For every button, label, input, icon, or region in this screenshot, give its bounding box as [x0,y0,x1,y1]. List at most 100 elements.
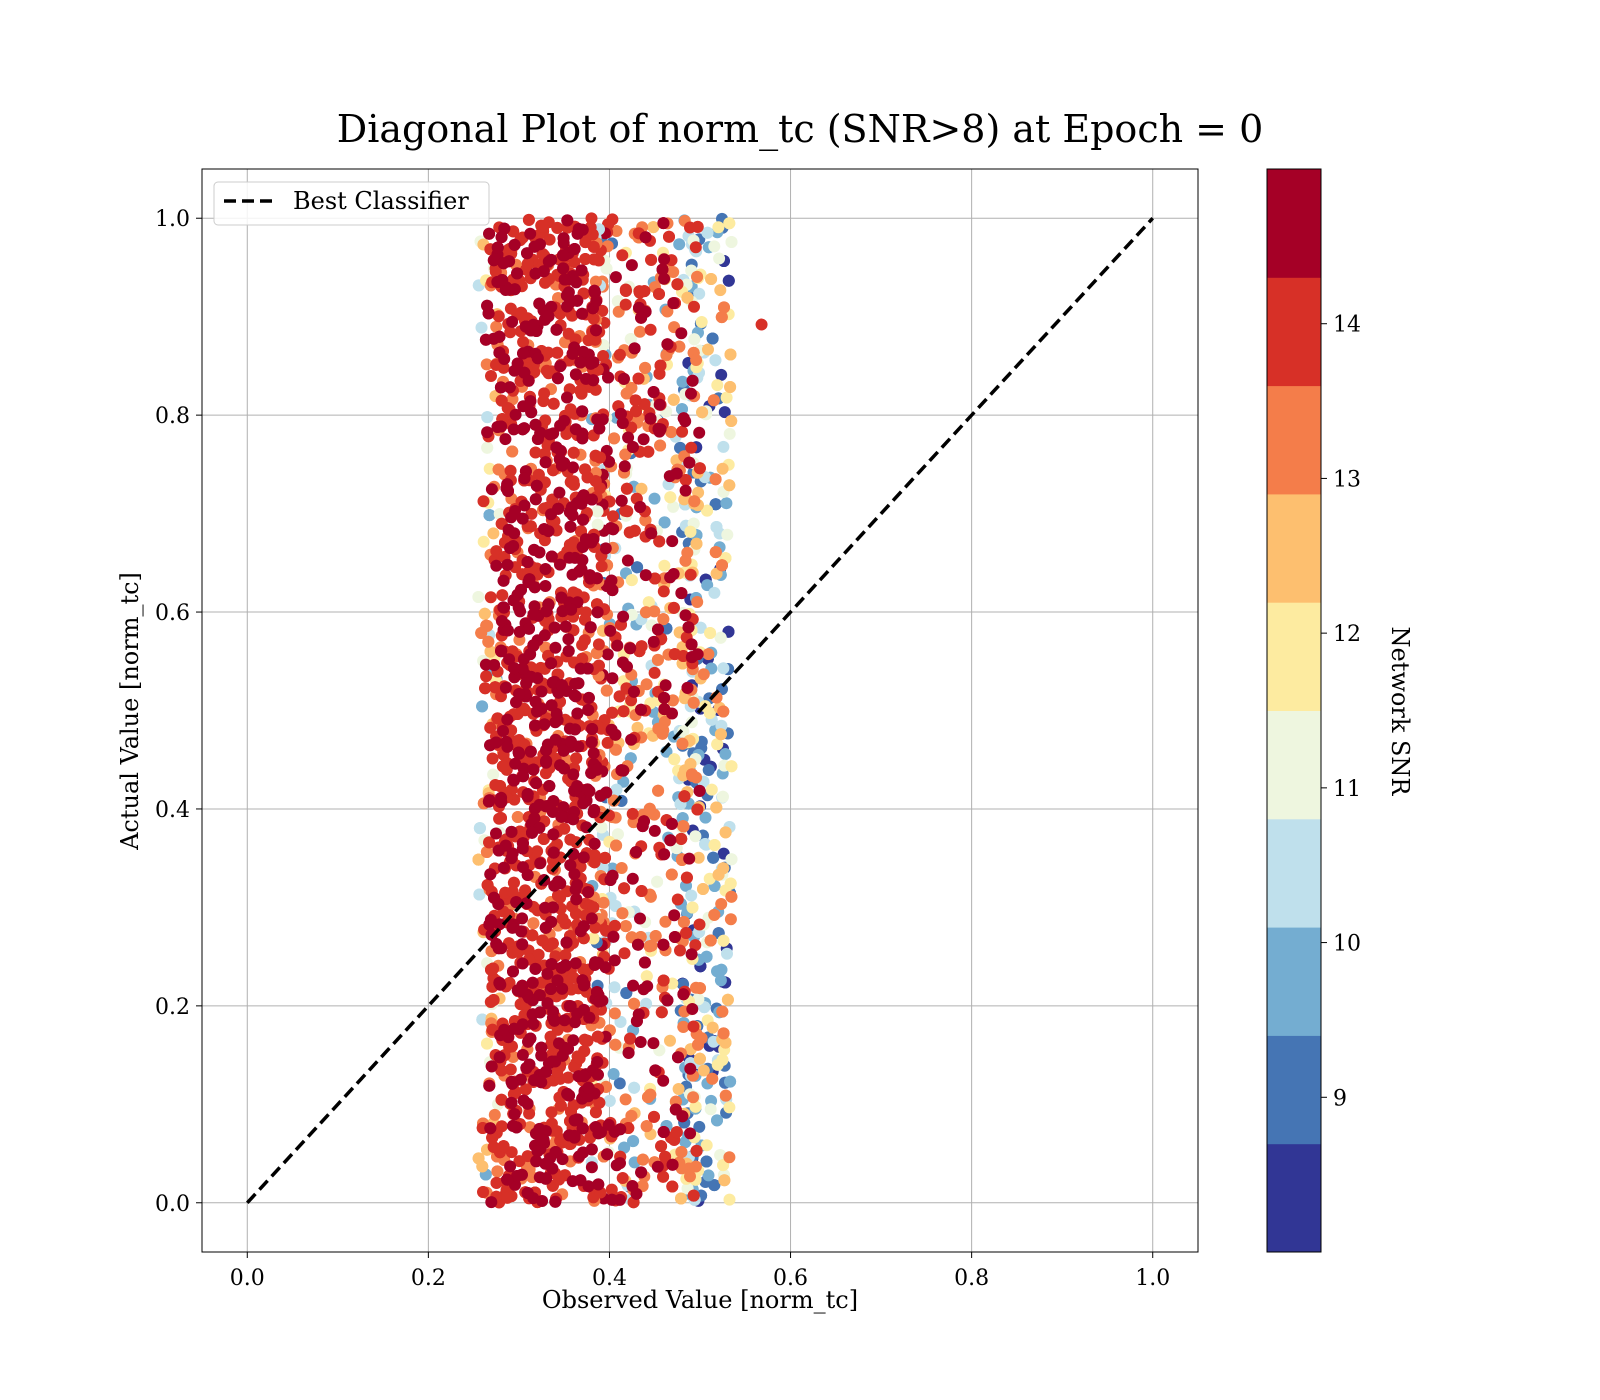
scatter-point [483,509,496,522]
scatter-point [644,323,657,336]
scatter-point [529,446,542,459]
scatter-point [558,414,571,427]
scatter-point [687,696,700,709]
scatter-point [682,621,695,634]
scatter-point [495,645,508,658]
scatter-point [511,811,524,823]
scatter-point [702,764,715,776]
scatter-point [524,227,537,240]
scatter-point [480,846,493,858]
scatter-point [717,662,730,675]
scatter-point [540,755,553,767]
scatter-point [527,917,540,930]
scatter-point [492,463,505,476]
scatter-point [693,287,706,300]
scatter-point [579,253,592,265]
scatter-point [688,333,701,346]
scatter-point [664,1034,676,1047]
scatter-point [545,699,558,712]
scatter-point [484,721,497,734]
scatter-point [718,1174,731,1187]
scatter-point [705,783,718,796]
scatter-point [683,456,696,469]
scatter-point [724,1075,737,1088]
scatter-point [723,1151,736,1164]
scatter-point [516,662,529,675]
y-axis-ticks: 0.0 0.2 0.4 0.6 0.8 1.0 [155,207,202,1217]
scatter-point [712,868,725,881]
scatter-point [504,302,517,315]
scatter-point [483,462,496,475]
scatter-point [647,386,660,398]
scatter-point [547,397,560,410]
scatter-point [576,554,589,567]
scatter-point [608,919,621,932]
scatter-point [508,527,521,540]
scatter-point [595,560,608,573]
scatter-point [492,310,505,323]
scatter-point [481,426,494,439]
scatter-point [567,475,580,488]
scatter-point [614,1123,627,1136]
scatter-point [607,523,620,536]
scatter-point [689,241,702,254]
scatter-point [710,521,723,533]
scatter-point [561,1087,574,1100]
scatter-point [591,763,604,776]
scatter-point [648,605,661,618]
scatter-point [721,528,734,541]
scatter-point [501,1191,514,1204]
scatter-point [509,757,522,770]
scatter-point [589,475,602,488]
scatter-point [545,657,558,670]
scatter-point [610,839,623,852]
scatter-point [620,660,633,673]
scatter-point [581,783,594,796]
scatter-point [678,790,691,803]
scatter-point [576,432,589,445]
scatter-point [691,596,704,608]
x-tick-label: 1.0 [1135,1266,1170,1291]
scatter-point [497,725,510,737]
scatter-point [564,520,577,533]
scatter-point [497,601,510,614]
scatter-point [490,559,503,572]
scatter-point [685,948,698,961]
scatter-point [477,1186,490,1198]
scatter-point [647,221,660,234]
scatter-point [693,1052,706,1065]
scatter-point [686,1003,699,1015]
scatter-point [652,784,665,797]
scatter-point [622,1046,635,1059]
scatter-point [592,638,605,651]
scatter-point [625,259,638,272]
scatter-point [715,311,728,324]
scatter-point [659,915,672,928]
scatter-point [719,748,732,760]
scatter-point [725,853,738,866]
scatter-point [532,468,545,481]
scatter-point [527,318,540,331]
scatter-point [580,606,592,619]
scatter-point [551,372,564,385]
scatter-point [549,733,562,746]
scatter-point [725,760,738,773]
scatter-point [591,606,604,619]
scatter-point [536,934,549,947]
scatter-point [685,638,698,651]
scatter-point [551,221,564,234]
scatter-point [677,988,690,1001]
scatter-point [675,1192,687,1205]
scatter-point [549,1055,562,1068]
scatter-point [477,535,490,548]
scatter-point [626,807,639,820]
scatter-point [518,422,531,435]
scatter-point [679,484,692,497]
scatter-point [555,679,568,692]
scatter-point [481,441,494,454]
scatter-point [559,949,572,962]
scatter-point [508,364,521,377]
scatter-point [628,997,640,1010]
colorbar-tick-label: 12 [1333,622,1361,647]
scatter-point [684,568,697,581]
